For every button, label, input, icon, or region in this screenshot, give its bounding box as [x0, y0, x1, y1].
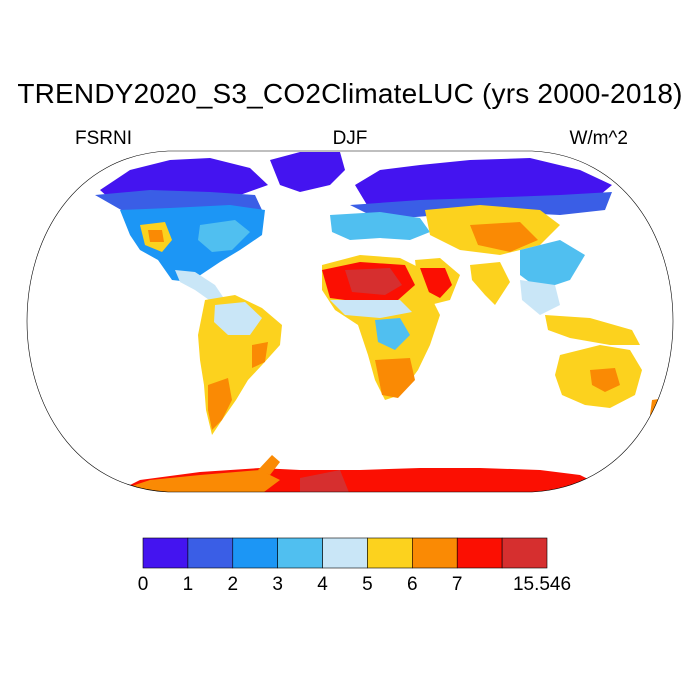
us-southwest-hot — [148, 230, 164, 242]
colorbar-swatch — [322, 537, 368, 569]
colorbar-swatch — [367, 537, 413, 569]
colorbar-tick-label: 0 — [137, 574, 149, 595]
central-africa-region — [375, 318, 410, 350]
variable-label: FSRNI — [75, 128, 132, 149]
colorbar-swatch — [456, 537, 503, 569]
indonesia-region — [545, 315, 640, 345]
land-fill — [95, 152, 665, 492]
north-america-land — [120, 205, 265, 282]
greenland-region — [270, 152, 345, 192]
colorbar-tick-label: 6 — [407, 574, 418, 595]
sahara-core-region — [345, 268, 402, 295]
colorbar-swatch — [277, 537, 323, 569]
colorbar-tick-label: 7 — [451, 574, 463, 595]
colorbar-swatch — [187, 537, 234, 569]
map-title: TRENDY2020_S3_CO2ClimateLUC (yrs 2000-20… — [17, 78, 683, 109]
colorbar-tick-label: 4 — [317, 574, 328, 595]
europe-land — [330, 212, 430, 240]
amazon-region — [214, 302, 262, 335]
season-label: DJF — [332, 128, 368, 149]
colorbar-tick-label: 15.546 — [512, 574, 572, 595]
antarctic-peninsula-region — [258, 455, 280, 475]
colorbar-swatch — [412, 537, 458, 569]
southern-africa-region — [375, 358, 415, 398]
brazil-east-region — [252, 342, 268, 368]
india-region — [470, 262, 510, 305]
antarctica-core-region — [300, 470, 350, 492]
tibet-region — [470, 222, 538, 252]
central-america-region — [175, 270, 225, 302]
southeast-asia-region — [520, 280, 560, 315]
colorbar — [142, 537, 548, 569]
colorbar-tick-label: 1 — [182, 574, 194, 595]
sahel-region — [330, 300, 412, 318]
colorbar-swatch — [142, 537, 189, 569]
colorbar-tick-label: 3 — [272, 574, 283, 595]
colorbar-tick-label: 5 — [362, 574, 373, 595]
units-label: W/m^2 — [569, 128, 628, 149]
australia-hot-region — [590, 368, 620, 392]
colorbar-swatch — [232, 537, 278, 569]
colorbar-swatch — [501, 537, 548, 569]
us-east-region — [198, 220, 250, 252]
globe-outline — [26, 150, 674, 493]
colorbar-tick-label: 2 — [227, 574, 239, 595]
antarctica-west-region — [120, 470, 280, 492]
patagonia-region — [208, 378, 232, 430]
china-region — [520, 240, 585, 290]
